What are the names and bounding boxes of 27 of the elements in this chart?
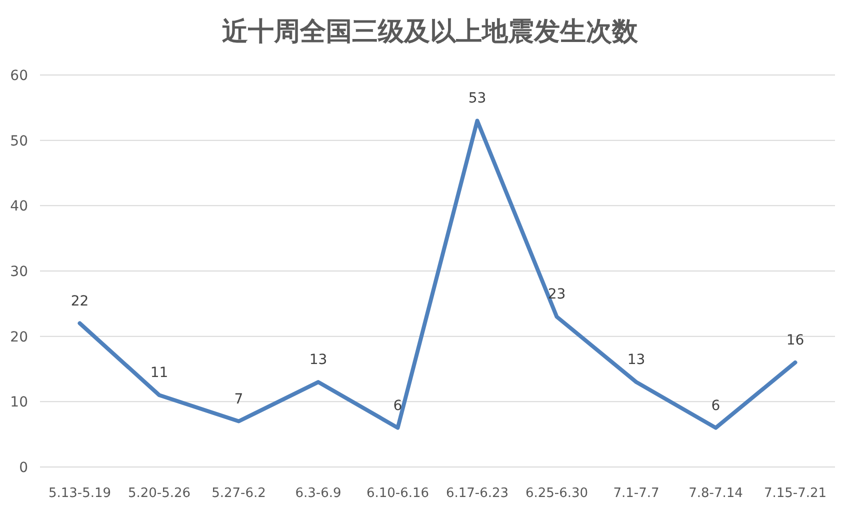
data-label: 22: [70, 293, 89, 310]
y-tick-label: 10: [10, 394, 28, 411]
y-tick-label: 0: [19, 460, 28, 476]
x-tick-label: 6.17-6.23: [446, 486, 509, 501]
chart-title: 近十周全国三级及以上地震发生次数: [222, 17, 639, 47]
x-tick-label: 5.13-5.19: [48, 486, 112, 501]
x-tick-label: 7.1-7.7: [613, 486, 660, 501]
x-tick-label: 6.10-6.16: [366, 486, 430, 501]
data-label: 16: [786, 332, 804, 348]
data-label: 6: [393, 398, 402, 414]
y-tick-label: 40: [10, 198, 28, 215]
x-tick-label: 6.25-6.30: [525, 486, 588, 501]
data-label: 13: [627, 352, 646, 368]
data-label: 53: [468, 90, 486, 107]
data-label: 13: [309, 352, 328, 368]
y-tick-label: 50: [10, 133, 28, 150]
y-tick-label: 20: [10, 329, 28, 346]
data-label: 7: [234, 391, 244, 408]
y-tick-label: 30: [10, 264, 28, 280]
y-tick-label: 60: [10, 68, 28, 84]
x-tick-label: 5.27-6.2: [212, 486, 266, 501]
data-label: 6: [711, 398, 720, 414]
x-tick-label: 7.15-7.21: [764, 486, 827, 501]
data-label: 11: [150, 365, 168, 382]
x-tick-label: 5.20-5.26: [128, 486, 191, 501]
x-tick-label: 6.3-6.9: [295, 486, 342, 501]
x-tick-label: 7.8-7.14: [688, 486, 743, 501]
